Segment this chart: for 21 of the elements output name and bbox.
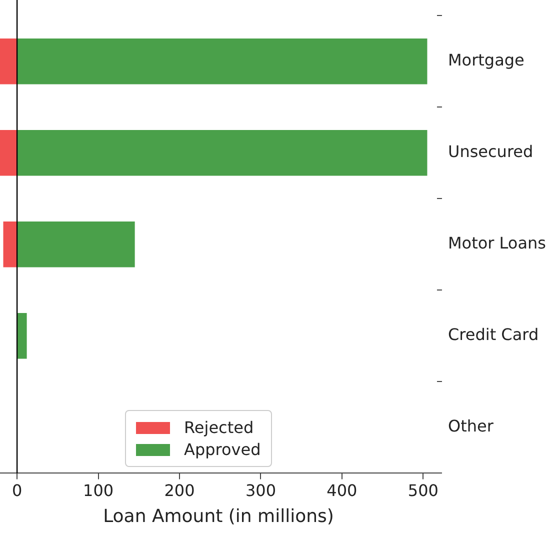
- y-tick-label: Credit Card: [448, 325, 539, 344]
- x-tick-label: 300: [245, 480, 276, 500]
- x-axis-title: Loan Amount (in millions): [103, 506, 334, 527]
- y-tick-label: Unsecured: [448, 142, 534, 162]
- bar: [18, 130, 428, 176]
- legend-label: Approved: [184, 440, 261, 459]
- bar: [0, 130, 17, 176]
- legend-label: Rejected: [184, 418, 254, 437]
- x-tick-label: 200: [164, 480, 195, 500]
- y-tick-label: Motor Loans: [448, 234, 546, 253]
- bar: [0, 38, 17, 84]
- x-tick-label: 100: [83, 480, 114, 500]
- y-tick-label: Other: [448, 416, 494, 436]
- bar: [18, 222, 135, 268]
- bar: [18, 38, 428, 84]
- bar: [3, 222, 17, 268]
- y-tick-label: Mortgage: [448, 50, 524, 70]
- bar: [18, 313, 27, 359]
- x-tick-label: 400: [326, 480, 358, 500]
- x-tick-label: 0: [12, 480, 22, 500]
- x-tick-label: 500: [408, 480, 438, 500]
